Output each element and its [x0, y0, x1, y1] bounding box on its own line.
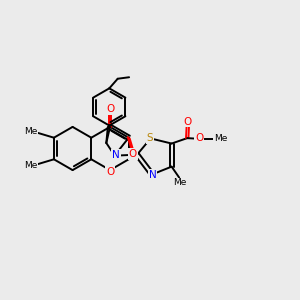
Text: Me: Me — [214, 134, 227, 143]
Text: O: O — [129, 149, 137, 159]
Text: Me: Me — [173, 178, 187, 188]
Text: O: O — [106, 167, 114, 177]
Text: O: O — [195, 134, 203, 143]
Text: N: N — [112, 150, 120, 160]
Text: Me: Me — [24, 127, 37, 136]
Text: O: O — [184, 117, 192, 127]
Text: O: O — [106, 104, 114, 115]
Text: S: S — [147, 133, 153, 143]
Text: Me: Me — [24, 161, 37, 170]
Text: N: N — [149, 170, 157, 180]
